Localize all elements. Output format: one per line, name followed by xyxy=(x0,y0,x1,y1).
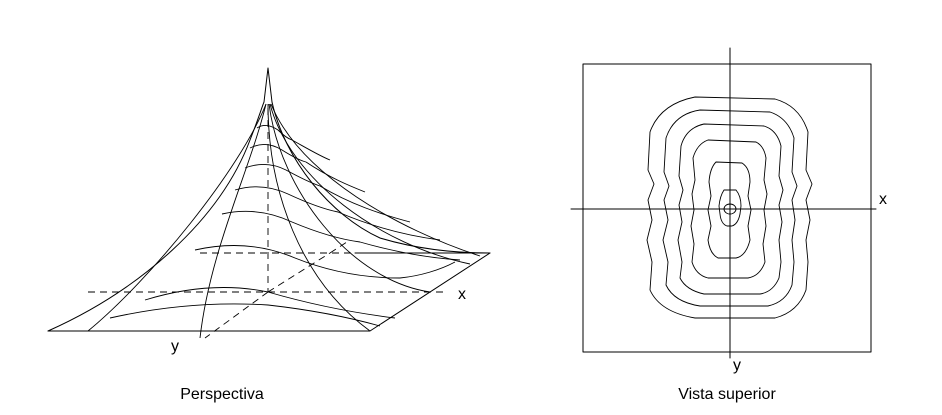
top-view-x-label: x xyxy=(879,191,887,208)
top-view-y-label: y xyxy=(733,357,741,374)
perspective-radial-lines xyxy=(88,104,480,338)
perspective-contour-rings xyxy=(110,125,400,326)
perspective-peak xyxy=(264,68,272,102)
perspective-x-label: x xyxy=(458,286,466,303)
perspective-caption: Perspectiva xyxy=(180,386,264,403)
top-view-caption: Vista superior xyxy=(678,386,776,403)
perspective-view: x y Perspectiva xyxy=(48,68,490,403)
top-view: x y Vista superior xyxy=(571,48,887,403)
perspective-y-label: y xyxy=(171,338,179,355)
perspective-hidden-axes xyxy=(88,108,490,338)
top-view-frame xyxy=(583,64,871,352)
